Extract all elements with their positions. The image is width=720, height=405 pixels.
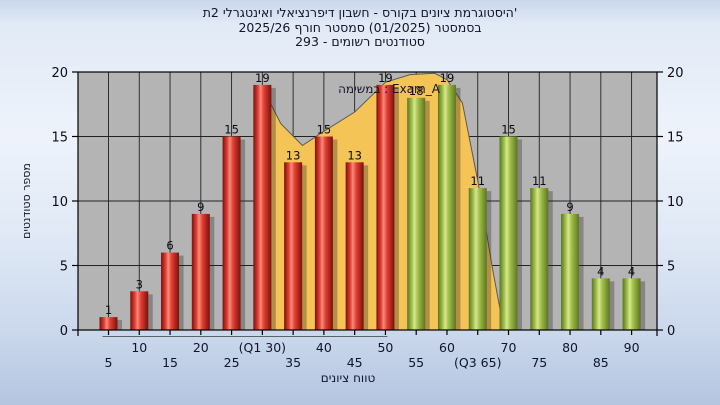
distribution-area-outline <box>261 72 505 331</box>
x-tick-label: 45 <box>347 355 363 370</box>
bar <box>499 136 518 330</box>
bar-label: 15 <box>501 123 516 137</box>
y-tick-label-left: 15 <box>51 131 68 146</box>
y-tick-label-left: 20 <box>51 66 68 81</box>
bar-label: 19 <box>378 71 393 85</box>
bar-label: 13 <box>347 148 362 162</box>
bar-label: 6 <box>166 239 173 253</box>
x-axis-title: טווח ציונים <box>321 371 376 385</box>
x-tick-label: 50 <box>377 340 393 355</box>
x-tick-label: 15 <box>162 355 178 370</box>
x-tick-label: 10 <box>131 340 147 355</box>
bar <box>345 162 364 330</box>
y-tick-label-right: 20 <box>667 66 684 81</box>
y-tick-label-left: 0 <box>60 324 68 339</box>
x-tick-label: 90 <box>624 340 640 355</box>
x-tick-label: 20 <box>193 340 209 355</box>
bar <box>314 136 333 330</box>
x-tick-label: 75 <box>531 355 547 370</box>
bar-label: 9 <box>197 200 204 214</box>
bar <box>161 252 180 330</box>
y-axis-title: מספר סטודנטים <box>20 163 33 239</box>
y-tick-label-left: 5 <box>60 260 68 275</box>
x-tick-label: 25 <box>224 355 240 370</box>
y-tick-label-left: 10 <box>51 195 68 210</box>
chart-subtitle-students: סטודנטים רשומים - 293 <box>295 34 425 50</box>
x-tick-label: 35 <box>285 355 301 370</box>
bar-label: 15 <box>224 123 239 137</box>
y-tick-label-right: 15 <box>667 131 684 146</box>
x-tick-label: (Q1 30) <box>239 340 286 355</box>
bar-label: 13 <box>286 148 301 162</box>
x-tick-label: 55 <box>408 355 424 370</box>
bar-label: 3 <box>136 277 143 291</box>
bar <box>622 278 641 330</box>
bar-label: 9 <box>566 200 573 214</box>
x-tick-label: 5 <box>105 355 113 370</box>
bar-label: 4 <box>597 264 604 278</box>
bar <box>191 213 210 330</box>
bar <box>407 97 426 330</box>
bar-label: 11 <box>470 174 485 188</box>
x-tick-label: 40 <box>316 340 332 355</box>
y-tick-label-right: 0 <box>667 324 675 339</box>
bar <box>284 162 303 330</box>
bar-label: 19 <box>440 71 455 85</box>
bar-label: 11 <box>532 174 547 188</box>
bar <box>468 188 487 330</box>
bar-label: 19 <box>255 71 270 85</box>
bar <box>253 84 272 331</box>
bar <box>130 291 149 330</box>
x-tick-label: 80 <box>562 340 578 355</box>
bar <box>376 84 395 331</box>
x-tick-label: 70 <box>501 340 517 355</box>
chart-title-block: 'היסטוגרמת ציונים בקורס - חשבון דיפרנציא… <box>0 5 720 50</box>
bar-label: 4 <box>628 264 635 278</box>
bar <box>530 188 549 330</box>
chart-title: 'היסטוגרמת ציונים בקורס - חשבון דיפרנציא… <box>202 5 518 20</box>
y-tick-label-right: 5 <box>667 260 675 275</box>
bar <box>561 213 580 330</box>
bar-label: 1 <box>105 303 112 317</box>
annotation-exam-label: במשימה : Exam_A <box>338 82 441 96</box>
x-tick-label: 60 <box>439 340 455 355</box>
bar-label: 18 <box>409 84 424 98</box>
chart-subtitle-semester: בסמסטר (01/2025) סמסטר חורף 2025/26 <box>238 19 482 35</box>
y-tick-label-right: 10 <box>667 195 684 210</box>
bar <box>99 317 118 330</box>
bar <box>437 84 456 331</box>
bar <box>222 136 241 330</box>
bar-label: 15 <box>317 123 332 137</box>
x-tick-label: 85 <box>593 355 609 370</box>
x-tick-label: (Q3 65) <box>454 355 501 370</box>
bar <box>591 278 610 330</box>
